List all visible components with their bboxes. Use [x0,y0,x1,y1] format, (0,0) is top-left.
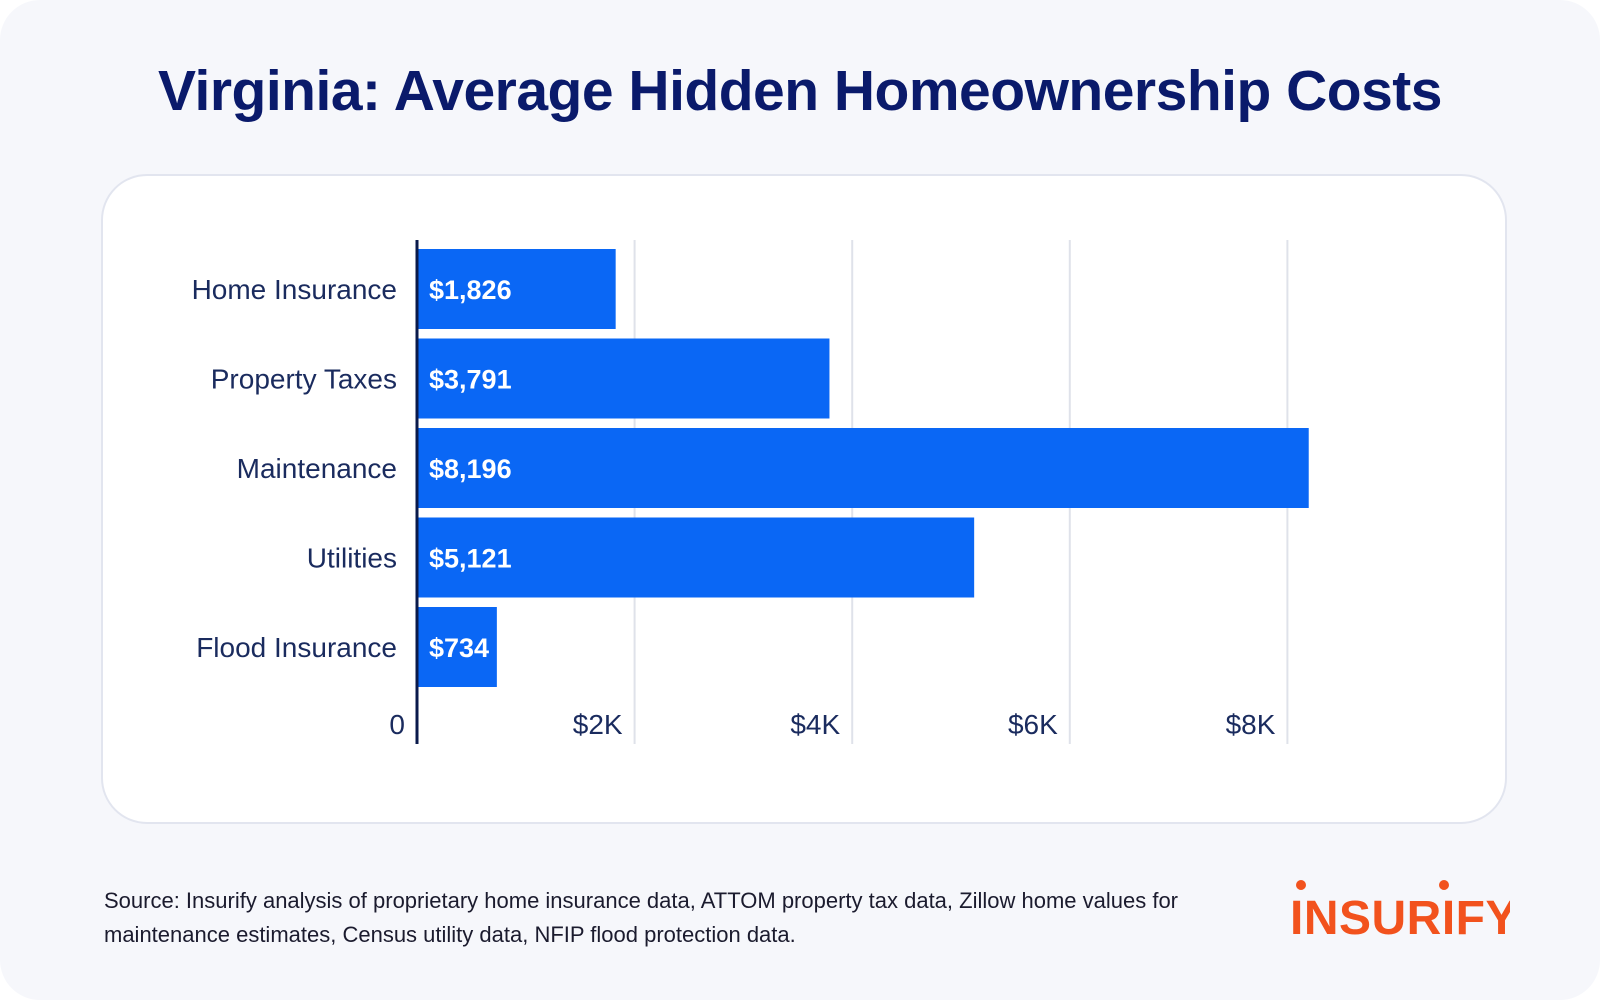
x-tick-label-0: 0 [389,709,405,740]
category-label-2: Maintenance [237,453,397,484]
category-label-1: Property Taxes [211,364,397,395]
bar-4 [417,607,497,687]
value-label-2: $8,196 [429,454,512,484]
category-label-3: Utilities [307,543,397,574]
logo-text: INSURIFY [1290,892,1510,945]
bar-3 [417,517,975,598]
bar-0 [417,249,616,329]
x-tick-label-1: $2K [573,709,623,740]
bar-2 [417,428,1309,508]
bar-1 [417,338,830,419]
logo-dot-right [1439,880,1449,890]
value-label-3: $5,121 [429,544,512,574]
category-label-0: Home Insurance [192,274,397,305]
insurify-logo: INSURIFY [1290,880,1510,945]
x-tick-label-4: $8K [1226,709,1276,740]
logo-dot-left [1296,880,1306,890]
x-tick-label-3: $6K [1008,709,1058,740]
chart-card: $1,826 Home Insurance $3,791 Property Taxes… [101,174,1507,824]
value-label-1: $3,791 [429,365,512,395]
bar-chart: $1,826 Home Insurance $3,791 Property Taxes… [192,240,1309,744]
category-label-4: Flood Insurance [196,632,397,663]
value-label-0: $1,826 [429,275,512,305]
chart-title: Virginia: Average Hidden Homeownership C… [158,59,1443,123]
x-tick-label-2: $4K [790,709,840,740]
source-note: Source: Insurify analysis of proprietary… [104,888,1179,947]
value-label-4: $734 [429,633,489,663]
